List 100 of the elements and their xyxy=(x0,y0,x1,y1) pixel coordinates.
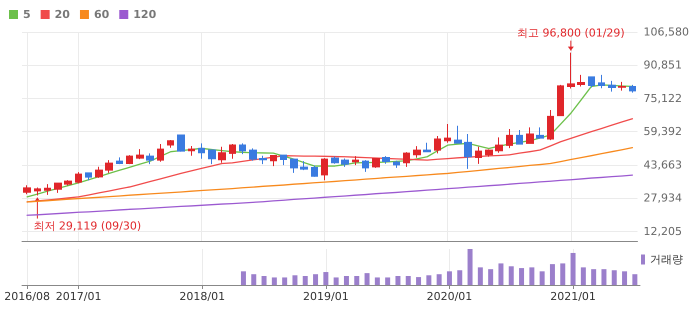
bar xyxy=(457,270,462,285)
bar xyxy=(354,276,360,285)
candlestick xyxy=(116,156,123,165)
bar xyxy=(344,276,349,285)
candlestick xyxy=(198,142,205,160)
candlestick xyxy=(167,140,174,148)
x-tick-label: 2019/01 xyxy=(303,290,349,303)
candlestick xyxy=(403,152,410,168)
x-tick-label: 2020/01 xyxy=(426,290,472,303)
bar xyxy=(334,277,339,285)
candlestick xyxy=(608,80,616,92)
line-series xyxy=(26,84,634,198)
candlestick xyxy=(557,84,564,116)
y-tick-label: 12,205 xyxy=(644,224,682,238)
candlestick xyxy=(146,152,154,165)
bar xyxy=(601,269,606,285)
bar xyxy=(262,276,267,285)
bar xyxy=(498,263,504,285)
bar xyxy=(302,276,308,285)
candlestick xyxy=(259,155,267,165)
y-tick-label: 90,851 xyxy=(644,58,682,72)
candlestick xyxy=(290,158,298,174)
line-series xyxy=(26,174,634,216)
candlestick xyxy=(64,180,72,186)
candlestick xyxy=(506,128,513,149)
bar xyxy=(519,268,524,285)
bar xyxy=(416,277,422,285)
bar xyxy=(374,277,380,285)
bar xyxy=(560,263,566,285)
candlestick xyxy=(44,184,51,196)
bar xyxy=(426,275,432,285)
candlestick xyxy=(393,160,400,168)
bar xyxy=(385,277,390,285)
bar xyxy=(251,274,256,285)
annotation: 최고 96,800 (01/29) xyxy=(516,26,625,40)
candlestick xyxy=(444,124,451,144)
candlestick xyxy=(249,148,257,162)
bar xyxy=(580,267,586,285)
candlestick xyxy=(75,172,82,184)
bar xyxy=(570,252,576,285)
candlestick xyxy=(598,74,605,89)
y-tick-label: 106,580 xyxy=(644,26,690,38)
candlestick xyxy=(331,156,339,164)
candlestick xyxy=(218,146,226,164)
line-series xyxy=(26,147,634,203)
candlestick xyxy=(629,84,636,94)
candlestick xyxy=(547,109,554,141)
y-tick-label: 43,663 xyxy=(644,158,682,172)
candlestick xyxy=(126,154,133,165)
candlestick xyxy=(362,160,369,172)
candlestick xyxy=(311,164,318,178)
candlestick xyxy=(95,166,103,178)
candlestick xyxy=(495,136,503,154)
candlestick xyxy=(157,144,164,162)
candlestick xyxy=(239,142,246,155)
bar xyxy=(468,249,473,285)
candlestick xyxy=(516,130,523,145)
candlestick xyxy=(352,156,359,166)
bar xyxy=(406,276,411,285)
candlestick xyxy=(85,172,92,182)
bar xyxy=(272,277,277,285)
legend-label: 60 xyxy=(94,8,110,21)
x-tick-label: 2021/01 xyxy=(550,290,596,303)
legend-label: 120 xyxy=(133,8,157,21)
candlestick xyxy=(413,146,421,158)
bar xyxy=(540,271,545,285)
legend-label: 5 xyxy=(23,8,31,21)
candlestick xyxy=(188,146,195,156)
candlestick xyxy=(280,154,287,166)
candlestick xyxy=(454,125,462,144)
candlestick xyxy=(105,160,113,174)
candlestick xyxy=(567,52,575,90)
x-tick-label: 2018/01 xyxy=(179,290,226,303)
candlestick xyxy=(136,148,144,160)
candlestick xyxy=(341,158,349,168)
candlestick xyxy=(208,148,216,165)
candlestick xyxy=(526,126,534,144)
bar xyxy=(395,276,400,285)
bar xyxy=(529,267,534,285)
bar xyxy=(240,271,246,285)
candlestick xyxy=(382,156,390,164)
candlestick xyxy=(485,148,493,158)
bar xyxy=(622,271,628,285)
candlestick xyxy=(464,134,472,170)
candlestick xyxy=(34,187,41,196)
bar xyxy=(292,275,298,285)
bar xyxy=(612,270,617,285)
candlestick xyxy=(372,158,380,168)
legend-label: 거래량 xyxy=(650,253,683,266)
candlestick xyxy=(536,126,544,140)
x-tick-label: 2016/08 xyxy=(4,290,50,303)
candlestick xyxy=(300,160,308,171)
candlestick xyxy=(475,146,482,164)
candlestick xyxy=(577,74,585,88)
bar xyxy=(323,272,328,285)
candlestick xyxy=(229,144,236,160)
candlestick xyxy=(434,136,441,154)
candlestick xyxy=(618,81,626,92)
y-tick-label: 75,122 xyxy=(644,92,682,105)
candlestick xyxy=(423,142,431,152)
